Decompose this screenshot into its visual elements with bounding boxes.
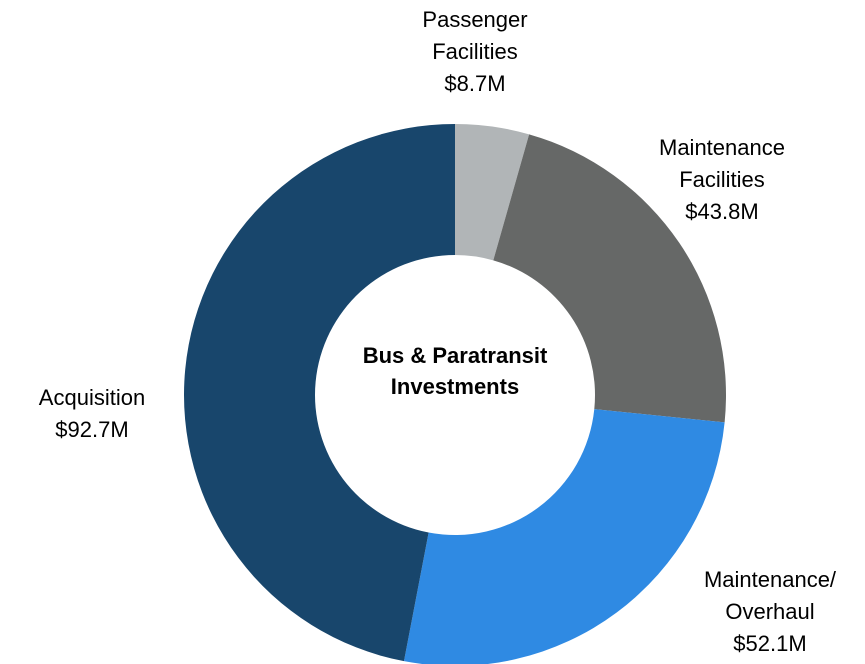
donut-slice xyxy=(493,134,726,423)
donut-slice xyxy=(183,124,455,662)
slice-label: Acquisition $92.7M xyxy=(2,382,182,446)
value-label: $43.8M xyxy=(685,199,759,224)
slice-label: Maintenance Facilities $43.8M xyxy=(622,132,822,228)
category-label: Passenger Facilities xyxy=(422,7,528,64)
slice-label: Maintenance/ Overhaul $52.1M xyxy=(685,564,855,660)
value-label: $52.1M xyxy=(733,631,807,656)
category-label: Acquisition xyxy=(38,385,146,410)
donut-slice xyxy=(455,124,530,261)
category-label: Maintenance/ Overhaul xyxy=(703,567,837,624)
value-label: $8.7M xyxy=(444,71,506,96)
category-label: Maintenance Facilities xyxy=(659,135,785,192)
center-label: Bus & Paratransit Investments xyxy=(362,343,548,399)
donut-slice xyxy=(403,409,725,664)
slice-label: Passenger Facilities $8.7M xyxy=(405,4,545,100)
value-label: $92.7M xyxy=(55,417,129,442)
